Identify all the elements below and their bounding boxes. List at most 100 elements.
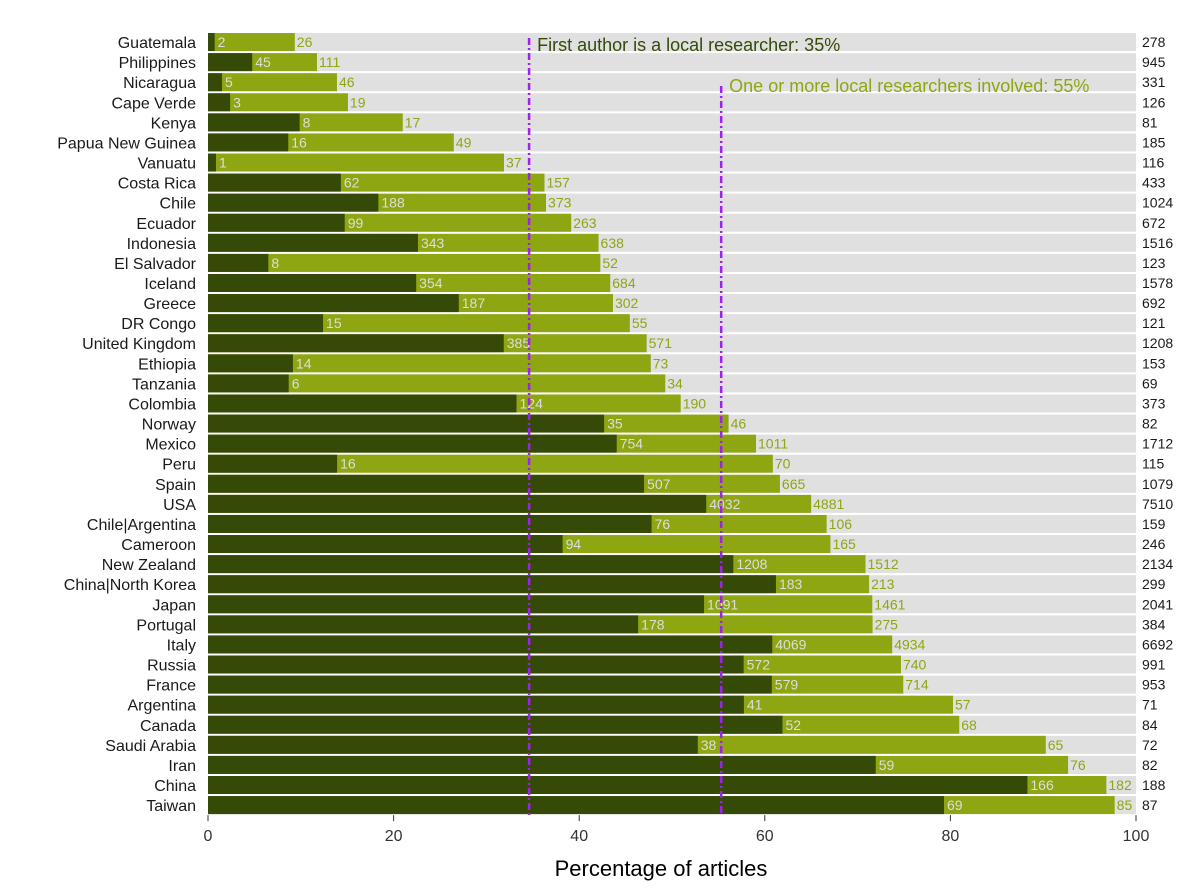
total-label: 121 — [1142, 315, 1166, 331]
x-axis-title: Percentage of articles — [555, 856, 768, 881]
label-first-author: 41 — [747, 697, 763, 713]
label-any-local: 740 — [903, 657, 927, 673]
label-first-author: 15 — [326, 315, 342, 331]
label-any-local: 684 — [612, 275, 636, 291]
label-first-author: 62 — [344, 175, 360, 191]
x-tick-label: 0 — [204, 828, 213, 845]
total-label: 1516 — [1142, 235, 1173, 251]
country-label: Spain — [155, 477, 196, 494]
country-label: Japan — [152, 597, 196, 614]
country-label: Colombia — [128, 396, 196, 413]
label-first-author: 99 — [348, 215, 364, 231]
label-first-author: 1 — [219, 155, 227, 171]
bar-first-author — [208, 514, 652, 533]
label-first-author: 178 — [641, 616, 665, 632]
country-label: Guatemala — [118, 35, 196, 52]
row-background — [208, 93, 1136, 112]
label-any-local: 213 — [871, 576, 895, 592]
label-first-author: 59 — [879, 757, 895, 773]
label-first-author: 76 — [655, 516, 671, 532]
bar-first-author — [208, 715, 783, 734]
country-label: USA — [163, 497, 196, 514]
label-any-local: 34 — [667, 375, 683, 391]
country-label: El Salvador — [114, 256, 196, 273]
label-first-author: 188 — [381, 195, 405, 211]
label-any-local: 275 — [875, 616, 899, 632]
x-tick-label: 100 — [1123, 828, 1150, 845]
country-label: Cameroon — [121, 537, 196, 554]
label-any-local: 1011 — [758, 436, 788, 452]
label-first-author: 343 — [421, 235, 445, 251]
country-label: DR Congo — [121, 316, 196, 333]
label-any-local: 1461 — [874, 596, 905, 612]
bar-first-author — [208, 776, 1028, 794]
bar-first-author — [208, 334, 504, 353]
total-label: 1079 — [1142, 476, 1173, 492]
total-label: 126 — [1142, 94, 1166, 110]
bar-first-author — [208, 474, 645, 493]
country-label: Taiwan — [146, 798, 196, 815]
bar-first-author — [208, 233, 418, 252]
label-first-author: 4032 — [709, 496, 740, 512]
label-any-local: 714 — [905, 677, 929, 693]
bar-first-author — [208, 153, 216, 172]
row-background — [208, 33, 1136, 52]
total-label: 2134 — [1142, 556, 1173, 572]
country-label: Saudi Arabia — [105, 738, 196, 755]
country-label: Italy — [167, 637, 196, 654]
bar-first-author — [208, 535, 563, 554]
bar-first-author — [208, 434, 617, 453]
country-label: Norway — [142, 417, 196, 434]
bar-first-author — [208, 414, 605, 433]
bar-first-author — [208, 575, 776, 594]
total-label: 2041 — [1142, 596, 1173, 612]
bar-first-author — [208, 33, 215, 52]
total-label: 115 — [1142, 456, 1165, 472]
total-label: 81 — [1142, 114, 1158, 130]
bar-first-author — [208, 113, 300, 132]
label-any-local: 165 — [832, 536, 856, 552]
total-label: 672 — [1142, 215, 1166, 231]
bar-first-author — [208, 796, 944, 815]
bar-first-author — [208, 394, 517, 413]
country-label: Cape Verde — [111, 95, 196, 112]
country-label: Vanuatu — [138, 156, 196, 173]
total-label: 84 — [1142, 717, 1158, 733]
label-first-author: 166 — [1030, 777, 1054, 793]
bar-any-local — [208, 153, 504, 172]
bars — [208, 33, 1115, 815]
label-any-local: 37 — [506, 155, 522, 171]
label-first-author: 52 — [785, 717, 801, 733]
total-label: 331 — [1142, 74, 1166, 90]
country-label: Chile|Argentina — [87, 517, 196, 534]
total-label: 373 — [1142, 395, 1166, 411]
country-label: Philippines — [119, 55, 196, 72]
label-any-local: 638 — [601, 235, 625, 251]
country-label: Peru — [162, 457, 196, 474]
x-tick-label: 80 — [942, 828, 960, 845]
bar-first-author — [208, 555, 734, 574]
label-any-local: 49 — [456, 134, 472, 150]
label-any-local: 157 — [546, 175, 570, 191]
country-label: Papua New Guinea — [57, 135, 196, 152]
label-first-author: 124 — [520, 395, 544, 411]
label-any-local: 106 — [829, 516, 853, 532]
label-first-author: 14 — [296, 355, 312, 371]
label-first-author: 354 — [419, 275, 443, 291]
label-any-local: 65 — [1048, 737, 1064, 753]
label-first-author: 16 — [291, 134, 307, 150]
total-label: 71 — [1142, 697, 1158, 713]
total-label: 433 — [1142, 175, 1166, 191]
label-first-author: 385 — [507, 335, 531, 351]
bar-first-author — [208, 655, 744, 674]
total-label: 384 — [1142, 616, 1166, 632]
label-first-author: 3 — [233, 94, 241, 110]
label-first-author: 8 — [303, 114, 311, 130]
total-label: 87 — [1142, 797, 1158, 813]
country-label: Canada — [140, 718, 196, 735]
row-background — [208, 113, 1136, 132]
country-label: Argentina — [128, 698, 197, 715]
bar-first-author — [208, 595, 705, 614]
x-axis: 0 20 40 60 80 100 — [204, 815, 1150, 845]
total-label: 692 — [1142, 295, 1166, 311]
